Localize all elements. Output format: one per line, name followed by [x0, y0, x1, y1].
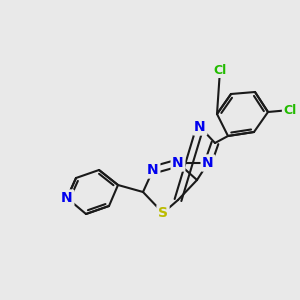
Text: Cl: Cl: [284, 103, 297, 116]
Text: S: S: [158, 206, 168, 220]
Text: N: N: [61, 191, 73, 205]
Text: N: N: [194, 120, 206, 134]
Text: Cl: Cl: [213, 64, 226, 76]
Text: N: N: [202, 156, 214, 170]
Text: N: N: [147, 163, 159, 177]
Text: N: N: [172, 156, 184, 170]
